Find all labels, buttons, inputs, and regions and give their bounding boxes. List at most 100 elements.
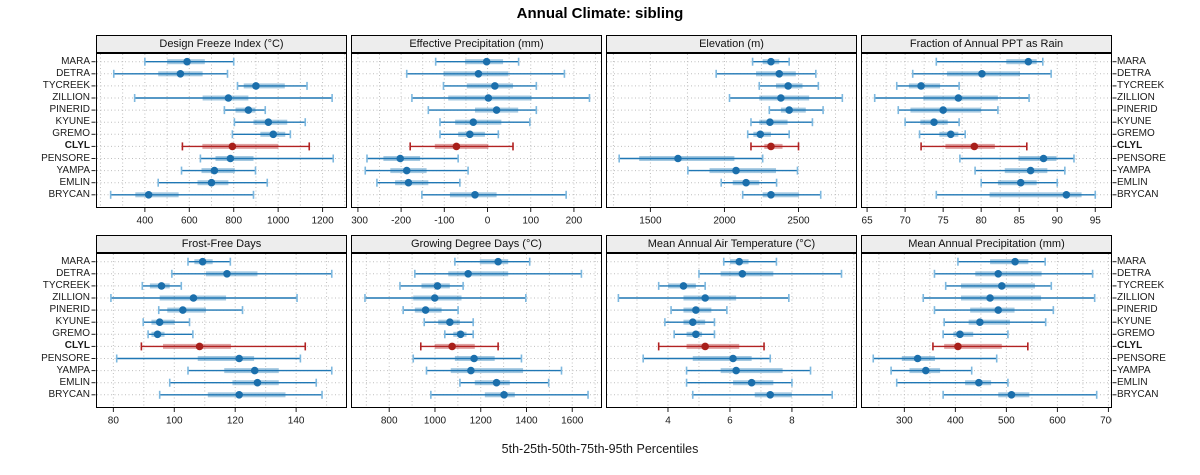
- panel-1-body: [351, 53, 602, 208]
- panel-title: Growing Degree Days (°C): [411, 238, 542, 250]
- median-dot: [153, 330, 162, 339]
- axis-tick-label: 2000: [713, 216, 736, 227]
- site-label-right-emlin: EMLIN: [1117, 376, 1148, 388]
- median-dot: [452, 142, 461, 151]
- axis-tick-label: 65: [862, 216, 874, 227]
- panel-3-body: [861, 53, 1112, 208]
- panel-title: Frost-Free Days: [181, 238, 262, 250]
- panel-title: Mean Annual Air Temperature (°C): [647, 238, 816, 250]
- axis-tick-label: 4: [665, 416, 671, 427]
- axis: 300 400 500 600 700: [896, 408, 1112, 427]
- median-dot: [198, 257, 207, 266]
- median-dot: [1026, 166, 1035, 175]
- site-label-right-detra: DETRA: [1117, 267, 1151, 279]
- panel-1-axis: -300 -200 -100 0 100 200: [351, 208, 602, 228]
- median-dot: [976, 318, 984, 326]
- median-dot: [183, 57, 191, 66]
- median-dot: [1007, 391, 1016, 399]
- site-label-left-tycreek: TYCREEK: [42, 279, 90, 291]
- median-dot: [688, 318, 697, 326]
- axis-tick-label: 1000: [267, 216, 290, 227]
- median-dot: [970, 142, 979, 151]
- panel-plot: [97, 54, 346, 207]
- panel-6-header: Mean Annual Air Temperature (°C): [606, 235, 857, 253]
- site-label-right-pensore: PENSORE: [1117, 352, 1166, 364]
- axis-tick-label: 300: [896, 416, 913, 427]
- axis-tick-label: 1500: [639, 216, 662, 227]
- median-dot: [1016, 178, 1025, 187]
- median-dot: [484, 94, 493, 102]
- site-label-right-pensore: PENSORE: [1117, 152, 1166, 164]
- site-label-right-pinerid: PINERID: [1117, 104, 1158, 116]
- axis-tick-label: 400: [947, 416, 964, 427]
- site-label-left-mara: MARA: [61, 55, 90, 67]
- site-label-right-gremo: GREMO: [1117, 328, 1155, 340]
- axis-tick-label: -100: [434, 216, 454, 227]
- site-label-right-zillion: ZILLION: [1117, 292, 1155, 303]
- panel-5-header: Growing Degree Days (°C): [351, 235, 602, 253]
- site-label-right-kyune: KYUNE: [1117, 116, 1152, 128]
- site-label-left-clyl: CLYL: [64, 140, 90, 152]
- median-dot: [491, 82, 499, 90]
- axis-tick-label: 1600: [561, 416, 584, 427]
- median-dot: [235, 354, 243, 363]
- site-label-left-detra: DETRA: [56, 67, 90, 79]
- median-dot: [500, 391, 508, 399]
- site-label-left-clyl: CLYL: [64, 340, 90, 352]
- median-dot: [396, 154, 405, 163]
- axis-tick-label: -300: [351, 216, 368, 227]
- median-dot: [228, 142, 237, 151]
- site-label-left-yampa: YAMPA: [56, 164, 90, 176]
- site-label-left-tycreek: TYCREEK: [42, 79, 90, 91]
- site-label-right-zillion: ZILLION: [1117, 92, 1155, 103]
- panel-2-body: [606, 53, 857, 208]
- median-dot: [207, 178, 216, 187]
- axis-tick-label: 1000: [424, 416, 447, 427]
- median-dot: [785, 106, 793, 114]
- site-label-left-brycan: BRYCAN: [48, 188, 91, 200]
- median-dot: [921, 366, 930, 375]
- median-dot: [195, 342, 204, 351]
- median-dot: [766, 391, 775, 399]
- site-label-left-mara: MARA: [61, 255, 90, 267]
- site-label-right-gremo: GREMO: [1117, 128, 1155, 140]
- site-label-left-pensore: PENSORE: [41, 352, 90, 364]
- site-label-left-zillion: ZILLION: [52, 292, 90, 303]
- site-label-left-emlin: EMLIN: [59, 376, 90, 388]
- median-dot: [250, 366, 259, 375]
- axis-tick-label: 700: [1100, 416, 1112, 427]
- median-dot: [469, 118, 478, 126]
- median-dot: [253, 378, 262, 387]
- site-label-left-zillion: ZILLION: [52, 92, 90, 103]
- panel-title: Effective Precipitation (mm): [409, 38, 544, 50]
- axis-tick-label: 140: [288, 416, 305, 427]
- panel-5-axis: 800 1000 1200 1400 1600: [351, 408, 602, 428]
- panel-plot: [607, 254, 856, 407]
- median-dot: [269, 130, 278, 139]
- median-dot: [784, 82, 792, 90]
- axis-tick-label: 70: [900, 216, 912, 227]
- axis-tick-label: 2500: [787, 216, 810, 227]
- panel-1-header: Effective Precipitation (mm): [351, 35, 602, 53]
- panel-plot: [352, 54, 601, 207]
- median-dot: [756, 130, 765, 139]
- median-dot: [456, 330, 465, 339]
- median-dot: [1011, 257, 1019, 266]
- median-dot: [430, 294, 439, 302]
- site-label-right-tycreek: TYCREEK: [1117, 79, 1165, 91]
- site-label-left-gremo: GREMO: [52, 128, 90, 140]
- site-label-right-detra: DETRA: [1117, 67, 1151, 79]
- panel-0-body: [96, 53, 347, 208]
- median-dot: [264, 118, 273, 126]
- median-dot: [930, 118, 938, 126]
- median-dot: [179, 306, 187, 314]
- axis-tick-label: 80: [976, 216, 988, 227]
- site-label-right-emlin: EMLIN: [1117, 176, 1148, 188]
- panel-7-body: [861, 253, 1112, 408]
- site-label-right-yampa: YAMPA: [1117, 364, 1151, 376]
- panel-0-header: Design Freeze Index (°C): [96, 35, 347, 53]
- median-dot: [946, 130, 955, 139]
- panel-title: Design Freeze Index (°C): [159, 38, 284, 50]
- site-label-right-kyune: KYUNE: [1117, 316, 1152, 328]
- axis-tick-label: 80: [108, 416, 120, 427]
